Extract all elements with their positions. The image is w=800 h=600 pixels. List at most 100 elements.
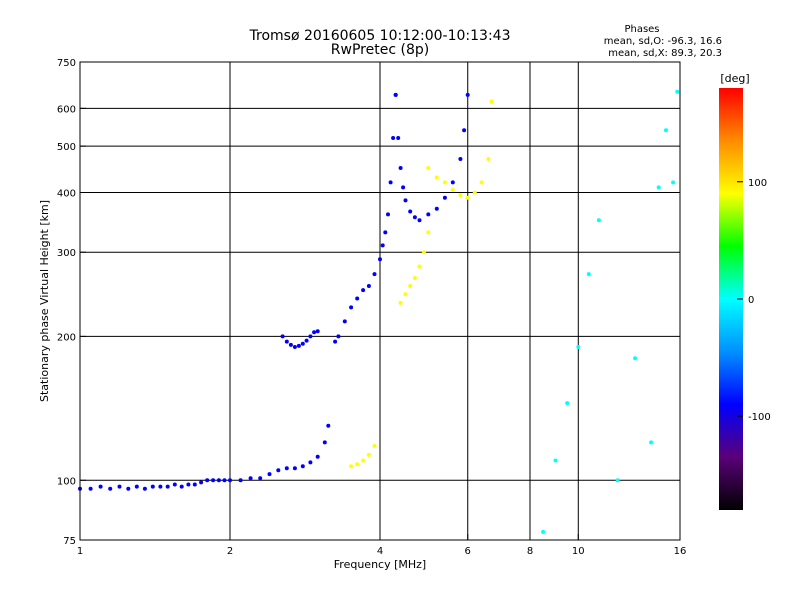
y-tick-label: 400	[57, 188, 76, 199]
data-point	[472, 190, 477, 195]
data-point	[649, 440, 654, 445]
data-point	[349, 464, 354, 469]
data-point	[292, 466, 297, 471]
data-point	[315, 454, 320, 459]
data-point	[434, 206, 439, 211]
data-point	[391, 136, 396, 140]
y-axis-label: Stationary phase Virtual Height [km]	[38, 200, 51, 402]
data-point	[656, 185, 661, 190]
data-point	[434, 175, 439, 180]
data-point	[355, 462, 360, 467]
data-point	[326, 423, 331, 428]
data-point	[412, 215, 417, 220]
data-point	[336, 334, 341, 339]
data-point	[442, 195, 447, 200]
data-point	[426, 230, 431, 235]
data-point	[292, 345, 297, 349]
data-point	[205, 478, 210, 483]
data-point	[553, 458, 558, 463]
data-point	[199, 480, 204, 485]
data-point	[408, 284, 413, 288]
data-point	[248, 476, 253, 481]
data-point	[172, 482, 177, 487]
data-point	[408, 209, 413, 214]
data-point	[192, 482, 197, 487]
data-point	[300, 341, 305, 346]
y-tick-label: 75	[63, 536, 76, 547]
data-point	[267, 472, 272, 477]
data-point	[401, 185, 406, 190]
colorbar-tick-label: -100	[748, 412, 771, 423]
data-point	[586, 272, 591, 277]
data-point	[671, 180, 676, 185]
data-point	[426, 166, 431, 170]
data-point	[442, 180, 447, 185]
chart-subtitle: RwPretec (8p)	[331, 42, 429, 58]
data-point	[458, 193, 463, 198]
data-point	[565, 401, 570, 406]
data-point	[158, 484, 163, 489]
data-point	[417, 264, 422, 269]
data-point	[288, 342, 293, 347]
data-point	[664, 128, 668, 133]
data-point	[383, 230, 388, 235]
data-point	[312, 330, 317, 335]
y-tick-label: 200	[57, 332, 76, 343]
colorbar-label: [deg]	[720, 72, 749, 85]
y-tick-label: 500	[57, 142, 76, 153]
phases-x-mode: mean, sd,X: 89.3, 20.3	[608, 48, 722, 59]
data-point	[633, 356, 638, 361]
data-point	[308, 334, 313, 339]
data-point	[465, 92, 470, 97]
data-point	[393, 92, 398, 97]
data-point	[596, 218, 601, 223]
data-point	[675, 89, 680, 94]
data-point	[186, 482, 191, 487]
data-point	[615, 478, 620, 483]
data-point	[300, 464, 305, 469]
data-point	[372, 272, 377, 277]
data-point	[479, 180, 484, 185]
y-tick-label: 100	[57, 476, 76, 487]
data-point	[88, 486, 93, 491]
y-tick-label: 750	[57, 58, 76, 69]
data-point	[372, 443, 377, 448]
x-axis: 1 2 4 6 8 10 16	[77, 534, 687, 557]
data-point	[322, 440, 327, 445]
x-axis-label: Frequency [MHz]	[334, 558, 426, 571]
y-tick-label: 300	[57, 248, 76, 259]
colorbar-ticks: 100 0 -100	[737, 178, 771, 423]
y-axis: 75 100 200 300 400 500 600 750	[57, 58, 86, 547]
data-point	[308, 460, 313, 465]
data-point	[489, 99, 494, 104]
data-point	[179, 484, 184, 489]
colorbar-tick-label: 0	[748, 295, 754, 306]
data-point	[450, 180, 455, 185]
data-point	[417, 218, 422, 223]
data-points	[78, 89, 680, 534]
data-point	[541, 529, 546, 534]
data-point	[450, 187, 455, 192]
gridlines	[80, 62, 680, 540]
data-point	[388, 180, 393, 185]
data-point	[426, 212, 431, 217]
phases-heading: Phases	[624, 24, 659, 35]
data-point	[117, 484, 122, 489]
data-point	[398, 300, 403, 305]
y-tick-label: 600	[57, 104, 76, 115]
data-point	[380, 243, 385, 248]
colorbar-tick-label: 100	[748, 178, 767, 189]
x-tick-label: 2	[227, 546, 233, 557]
chart-title: Tromsø 20160605 10:12:00-10:13:43	[249, 28, 511, 44]
x-tick-label: 6	[465, 546, 471, 557]
data-point	[486, 157, 491, 161]
data-point	[142, 486, 147, 491]
data-point	[378, 257, 382, 262]
data-point	[280, 334, 285, 339]
x-tick-label: 16	[674, 546, 687, 557]
data-point	[222, 478, 227, 483]
x-tick-label: 8	[527, 546, 533, 557]
data-point	[403, 198, 408, 203]
data-point	[349, 305, 354, 310]
